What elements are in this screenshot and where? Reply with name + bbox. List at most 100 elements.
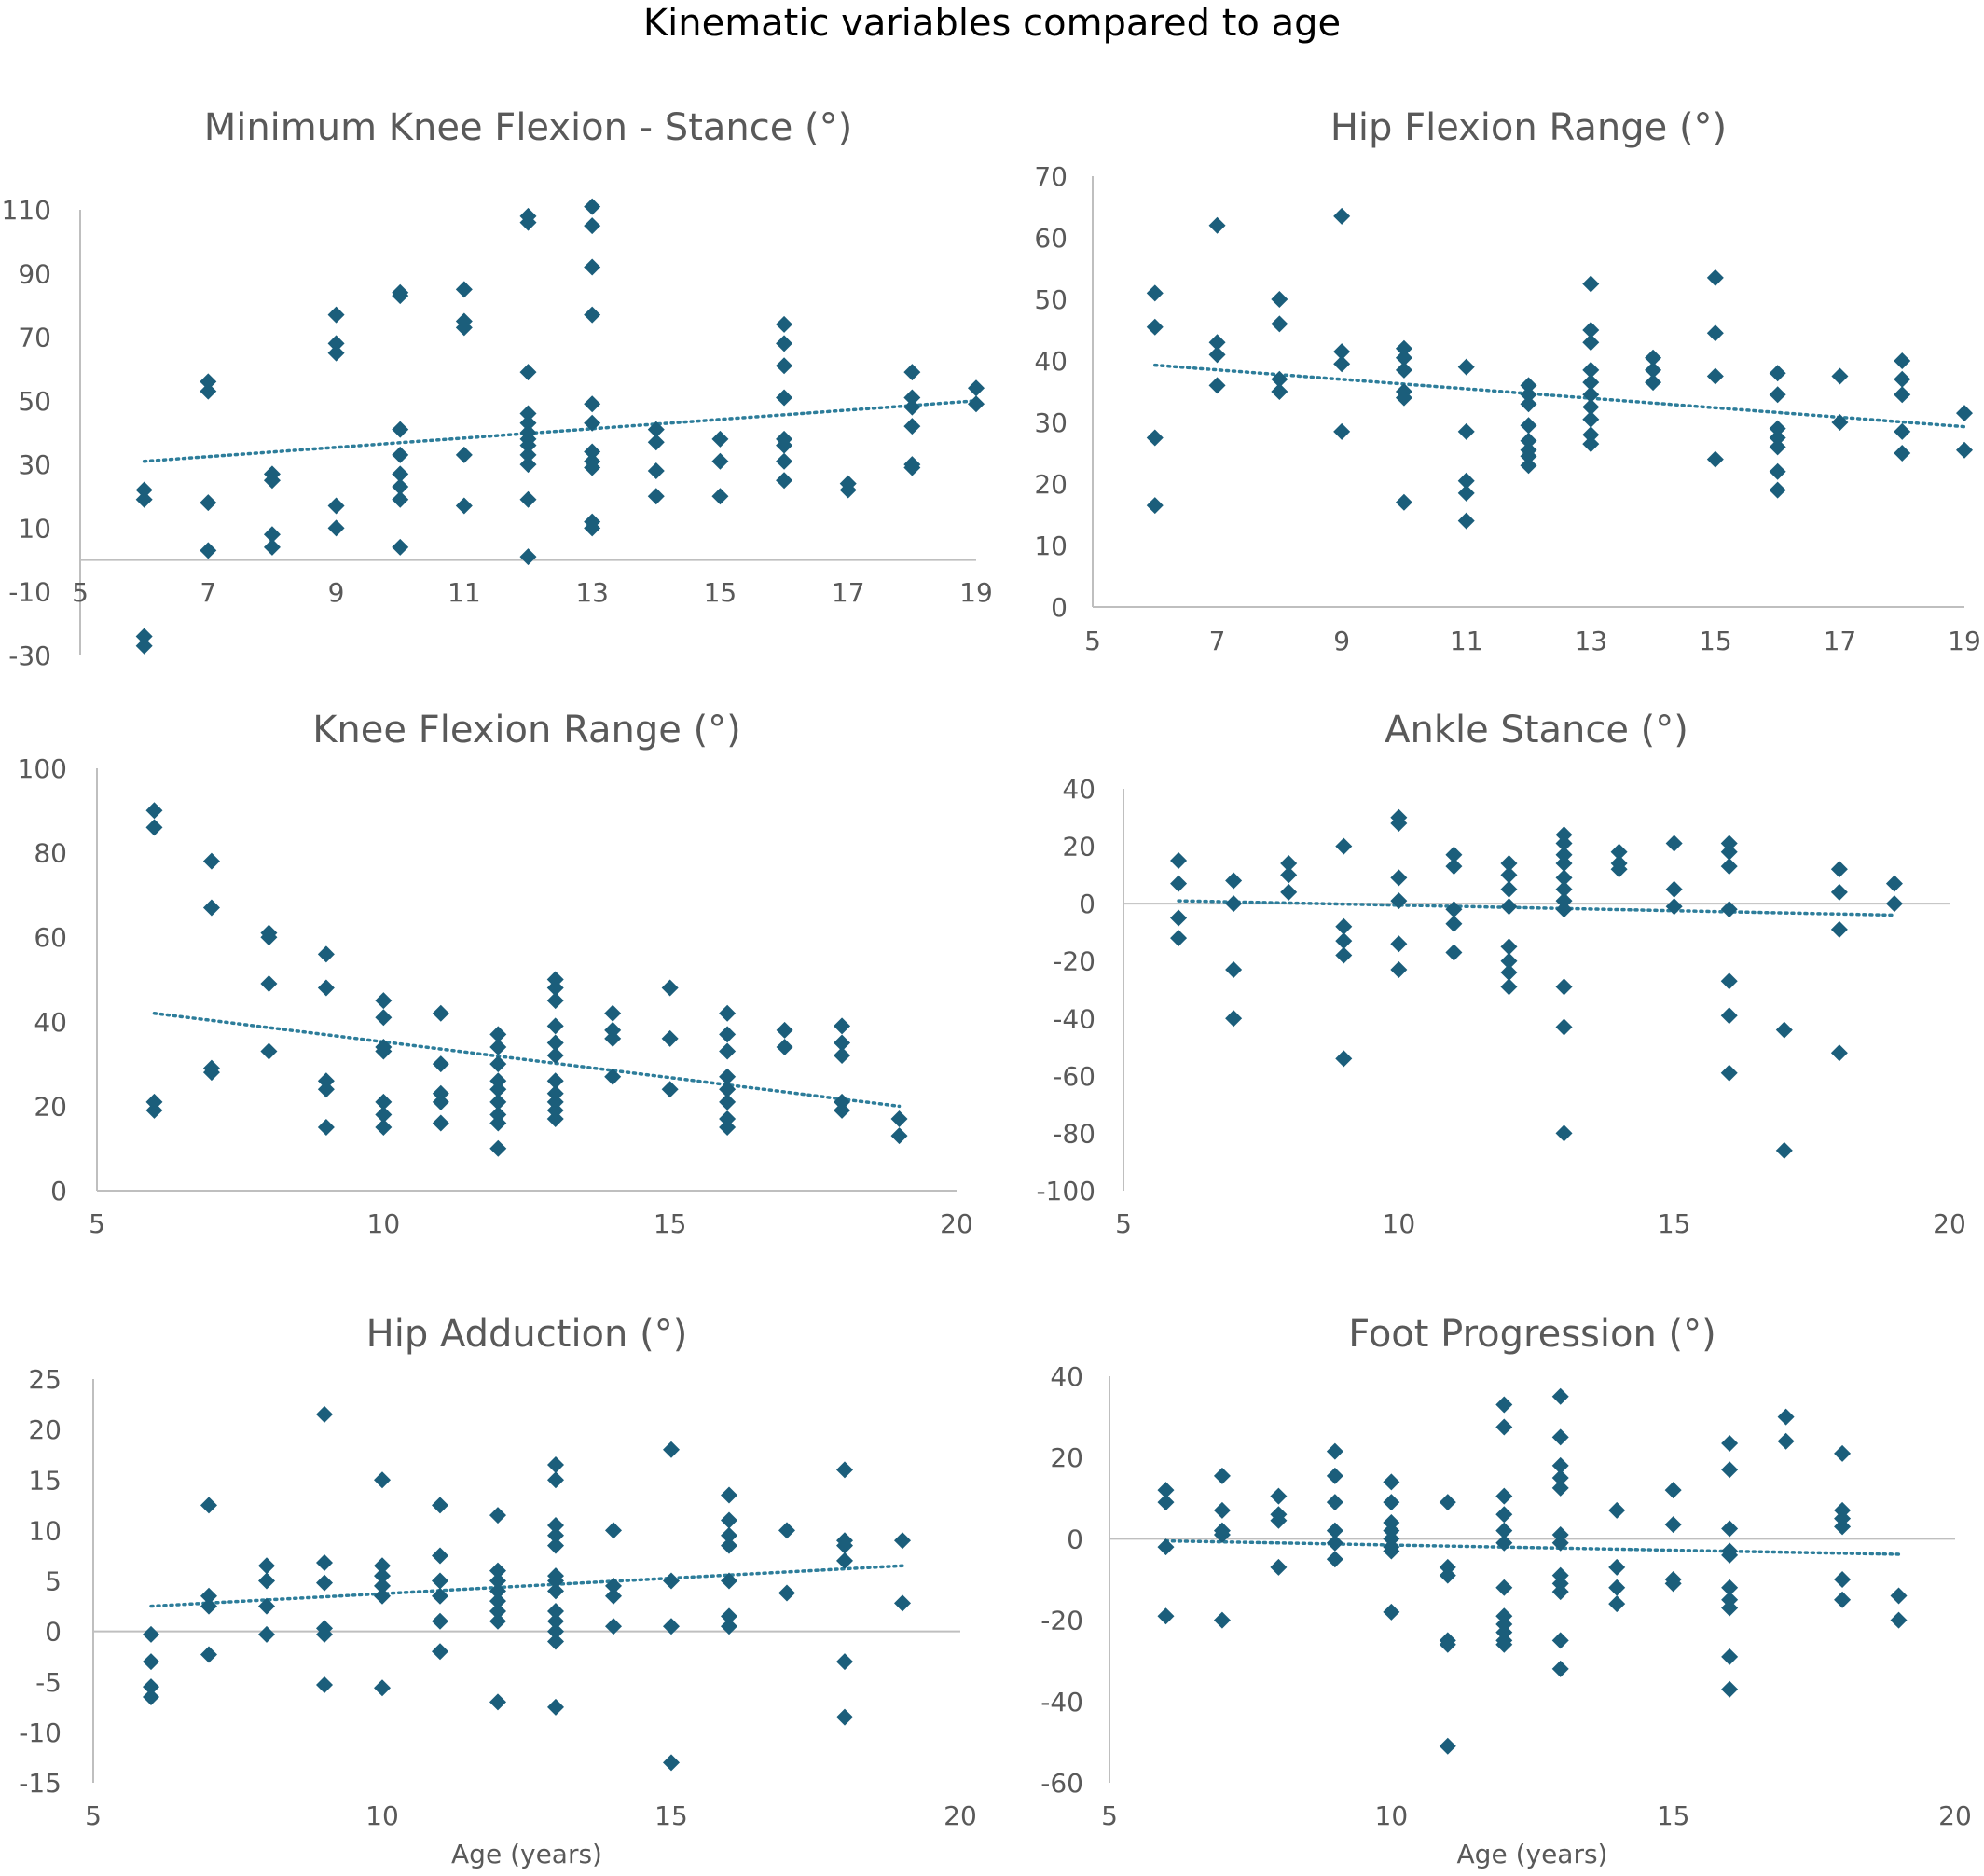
data-point xyxy=(1894,370,1911,388)
data-point xyxy=(1885,875,1903,892)
data-point xyxy=(1500,952,1518,970)
data-point xyxy=(1213,1467,1231,1484)
data-point xyxy=(1834,1591,1852,1608)
data-point xyxy=(1610,861,1628,878)
data-point xyxy=(432,1114,449,1132)
data-point xyxy=(547,1572,564,1590)
data-point xyxy=(200,494,217,512)
data-point xyxy=(1383,1542,1400,1560)
data-point xyxy=(1335,837,1353,855)
data-point xyxy=(1271,370,1288,388)
data-point xyxy=(1645,349,1662,366)
y-tick-label: 40 xyxy=(34,1007,67,1038)
data-point xyxy=(1390,814,1408,832)
data-point xyxy=(327,519,345,537)
data-point xyxy=(1495,1418,1513,1436)
y-tick-label: 0 xyxy=(1079,889,1095,919)
data-point xyxy=(834,1034,851,1052)
data-point xyxy=(1495,1534,1513,1552)
data-point xyxy=(546,971,564,988)
data-point xyxy=(1721,1461,1739,1479)
data-point xyxy=(894,1532,911,1550)
data-point xyxy=(903,398,921,416)
x-tick-label: 10 xyxy=(367,1208,401,1239)
data-point xyxy=(489,1106,507,1124)
x-tick-label: 17 xyxy=(1824,626,1857,656)
x-tick-label: 13 xyxy=(575,577,609,608)
y-tick-label: 70 xyxy=(1034,161,1068,192)
data-point xyxy=(519,214,537,231)
x-tick-label: 5 xyxy=(72,577,89,608)
data-point xyxy=(1457,472,1475,490)
data-point xyxy=(661,1029,679,1047)
data-point xyxy=(317,945,335,963)
data-point xyxy=(317,1119,335,1137)
data-point xyxy=(721,1618,737,1635)
x-tick-label: 19 xyxy=(959,577,993,608)
data-point xyxy=(489,1038,507,1055)
data-point xyxy=(145,802,163,820)
data-point xyxy=(489,1093,507,1110)
data-point xyxy=(890,1127,908,1145)
data-point xyxy=(374,1679,391,1697)
data-point xyxy=(1333,422,1351,440)
data-point xyxy=(489,1602,506,1620)
data-point xyxy=(719,1081,737,1098)
data-point xyxy=(1280,855,1298,873)
data-point xyxy=(200,1597,217,1615)
data-point xyxy=(1500,880,1518,898)
data-point xyxy=(834,1101,851,1119)
data-point xyxy=(584,217,601,235)
data-point xyxy=(489,1114,507,1132)
data-point xyxy=(721,1486,737,1504)
data-point xyxy=(375,1106,393,1124)
x-tick-label: 11 xyxy=(448,577,481,608)
data-point xyxy=(1769,462,1786,480)
data-point xyxy=(547,1526,564,1544)
data-point xyxy=(834,1093,851,1110)
data-point xyxy=(1555,1124,1573,1142)
data-point xyxy=(432,1093,449,1110)
data-point xyxy=(647,462,665,479)
data-point xyxy=(1157,1494,1175,1511)
data-point xyxy=(547,1582,564,1600)
data-point xyxy=(1146,497,1164,515)
data-point xyxy=(375,1093,393,1110)
y-tick-label: 40 xyxy=(1062,774,1095,805)
data-point xyxy=(143,1653,159,1671)
data-point xyxy=(1495,1487,1513,1505)
data-point xyxy=(1721,1579,1739,1596)
y-tick-label: 20 xyxy=(28,1414,62,1445)
data-point xyxy=(903,459,921,476)
data-point xyxy=(1608,1558,1626,1576)
data-point xyxy=(1170,909,1188,927)
data-point xyxy=(263,526,281,544)
data-point xyxy=(1834,1518,1852,1536)
data-point xyxy=(1551,1469,1569,1486)
x-tick-label: 7 xyxy=(200,577,216,608)
data-point xyxy=(1333,355,1351,373)
data-point xyxy=(719,1110,737,1127)
data-point xyxy=(1706,324,1724,342)
data-point xyxy=(776,452,793,470)
data-point xyxy=(647,434,665,451)
data-point xyxy=(1390,892,1408,910)
data-point xyxy=(719,1093,737,1110)
data-point xyxy=(375,1119,393,1137)
trend-line xyxy=(142,399,978,463)
y-tick-label: 40 xyxy=(1034,346,1068,377)
data-point xyxy=(721,1526,737,1544)
data-point xyxy=(1457,512,1475,530)
data-point xyxy=(1582,334,1600,352)
data-point xyxy=(489,1612,506,1630)
x-tick-label: 7 xyxy=(1209,626,1226,656)
data-point xyxy=(1520,432,1537,449)
x-tick-label: 15 xyxy=(654,1208,687,1239)
data-point xyxy=(1520,417,1537,435)
data-point xyxy=(1720,901,1738,918)
data-point xyxy=(1665,880,1683,898)
chart-title: Foot Progression (°) xyxy=(1348,1313,1716,1356)
data-point xyxy=(258,1572,275,1590)
data-point xyxy=(327,335,345,352)
data-point xyxy=(432,1587,448,1605)
